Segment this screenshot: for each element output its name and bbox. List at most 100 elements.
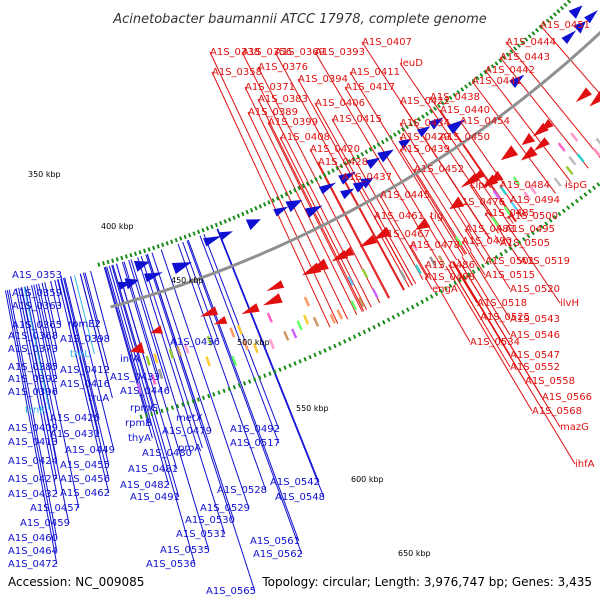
scale-tick-245 [521,236,526,242]
scale-tick-299 [396,312,401,318]
scale-tick-256 [413,119,418,125]
reverse-leader-line [60,278,110,480]
scale-tick-200 [520,40,525,45]
scale-tick-379 [196,397,200,402]
reverse-leader-line [145,254,256,592]
gene-feature-194 [150,325,163,334]
scale-tick-246 [432,106,437,111]
forward-gene-label: A1S_0445 [380,190,430,201]
scale-tick-332 [254,206,258,211]
scale-tick-206 [509,49,514,54]
reverse-leader-line [31,285,80,509]
scale-ticks [97,0,600,420]
scale-tick-381 [191,399,195,404]
forward-gene-label: A1S_0422 [400,96,450,107]
gene-feature-104 [592,147,600,157]
scale-tick-322 [275,196,280,201]
gene-feature-138 [437,255,446,266]
gene-feature-183 [213,316,228,325]
reverse-gene-label: A1S_0561 [250,536,300,547]
scale-tick-208 [505,52,510,57]
forward-leader-line [314,51,443,269]
forward-leader-line [349,71,464,257]
scale-tick-326 [267,200,271,205]
scale-tick-317 [352,334,357,339]
scale-tick-265 [476,266,481,272]
scale-tick-298 [327,170,331,175]
scale-tick-202 [516,43,521,48]
reverse-leader-line [130,259,192,454]
trna-gene-label: trnL [70,349,90,360]
scale-tick-354 [205,226,210,231]
scale-tick-362 [188,233,192,238]
forward-gene-label: clpX [470,180,492,191]
forward-gene-label: A1S_0358 [212,67,262,78]
reverse-gene-label: A1S_0353 [12,270,62,281]
reverse-gene-label: A1S_0433 [110,372,160,383]
forward-gene-label: A1S_0408 [280,132,330,143]
gene-feature-170 [266,280,285,291]
scale-tick-330 [258,204,263,209]
gene-feature-111 [532,122,549,137]
scale-tick-301 [391,315,396,320]
gene-feature-103 [595,137,600,145]
gene-feature-168 [245,219,261,231]
scale-tick-228 [467,81,472,86]
reverse-gene-label: A1S_0396 [8,387,58,398]
scale-tick-214 [494,61,499,66]
trna-gene-label: trnK [25,405,46,416]
forward-gene-label: engA [432,284,458,295]
scale-tick-393 [160,408,164,414]
forward-leader-line [247,111,349,320]
scale-tick-285 [429,294,434,299]
gene-feature-129 [428,117,444,130]
forward-leader-line [267,121,363,313]
scale-tick-264 [397,129,401,135]
scale-tick-306 [310,179,314,184]
scale-tick-390 [124,254,128,259]
forward-leader-line [430,274,471,343]
gene-feature-130 [460,173,480,188]
gene-feature-185 [200,306,219,317]
forward-leader-line [469,251,486,276]
reverse-gene-label: A1S_0398 [60,334,110,345]
gene-feature-149 [359,234,378,248]
scale-tick-331 [318,350,322,355]
reverse-leader-line [151,252,212,432]
forward-gene-label: A1S_0434 [400,118,450,129]
forward-gene-label: A1S_0476 [455,197,505,208]
scale-tick-356 [201,227,205,233]
forward-gene-label: A1S_0518 [477,298,527,309]
forward-gene-label: A1S_0467 [380,229,430,240]
scale-tick-190 [538,24,543,30]
reverse-leader-line [146,254,235,521]
gene-feature-110 [557,142,566,152]
scale-tick-318 [284,192,289,197]
reverse-gene-label: A1S_0479 [162,426,212,437]
forward-gene-label: A1S_0441 [472,76,522,87]
forward-leader-line [314,102,417,284]
gene-feature-133 [449,196,465,210]
scale-tick-307 [377,322,381,327]
genome-backbone-arc [110,30,600,309]
forward-leader-line [331,118,424,280]
scale-tick-233 [548,218,553,223]
forward-leader-line [429,215,458,261]
reverse-gene-label: A1S_0432 [8,489,58,500]
scale-tick-192 [534,27,540,33]
gene-feature-151 [371,288,379,299]
forward-gene-label: A1S_0443 [500,52,550,63]
gene-feature-119 [523,191,532,201]
gene-feature-125 [481,174,499,188]
forward-leader-line [539,24,600,95]
scale-tick-178 [559,5,565,11]
scale-tick-258 [409,122,414,127]
gene-feature-115 [553,177,562,187]
scale-tick-250 [425,111,429,117]
scale-tick-218 [486,67,491,72]
scale-tick-364 [183,234,187,240]
genome-summary: Topology: circular; Length: 3,976,747 bp… [261,575,592,589]
forward-gene-label: A1S_0371 [245,82,295,93]
scale-tick-341 [293,361,297,366]
scale-tick-371 [217,390,221,395]
